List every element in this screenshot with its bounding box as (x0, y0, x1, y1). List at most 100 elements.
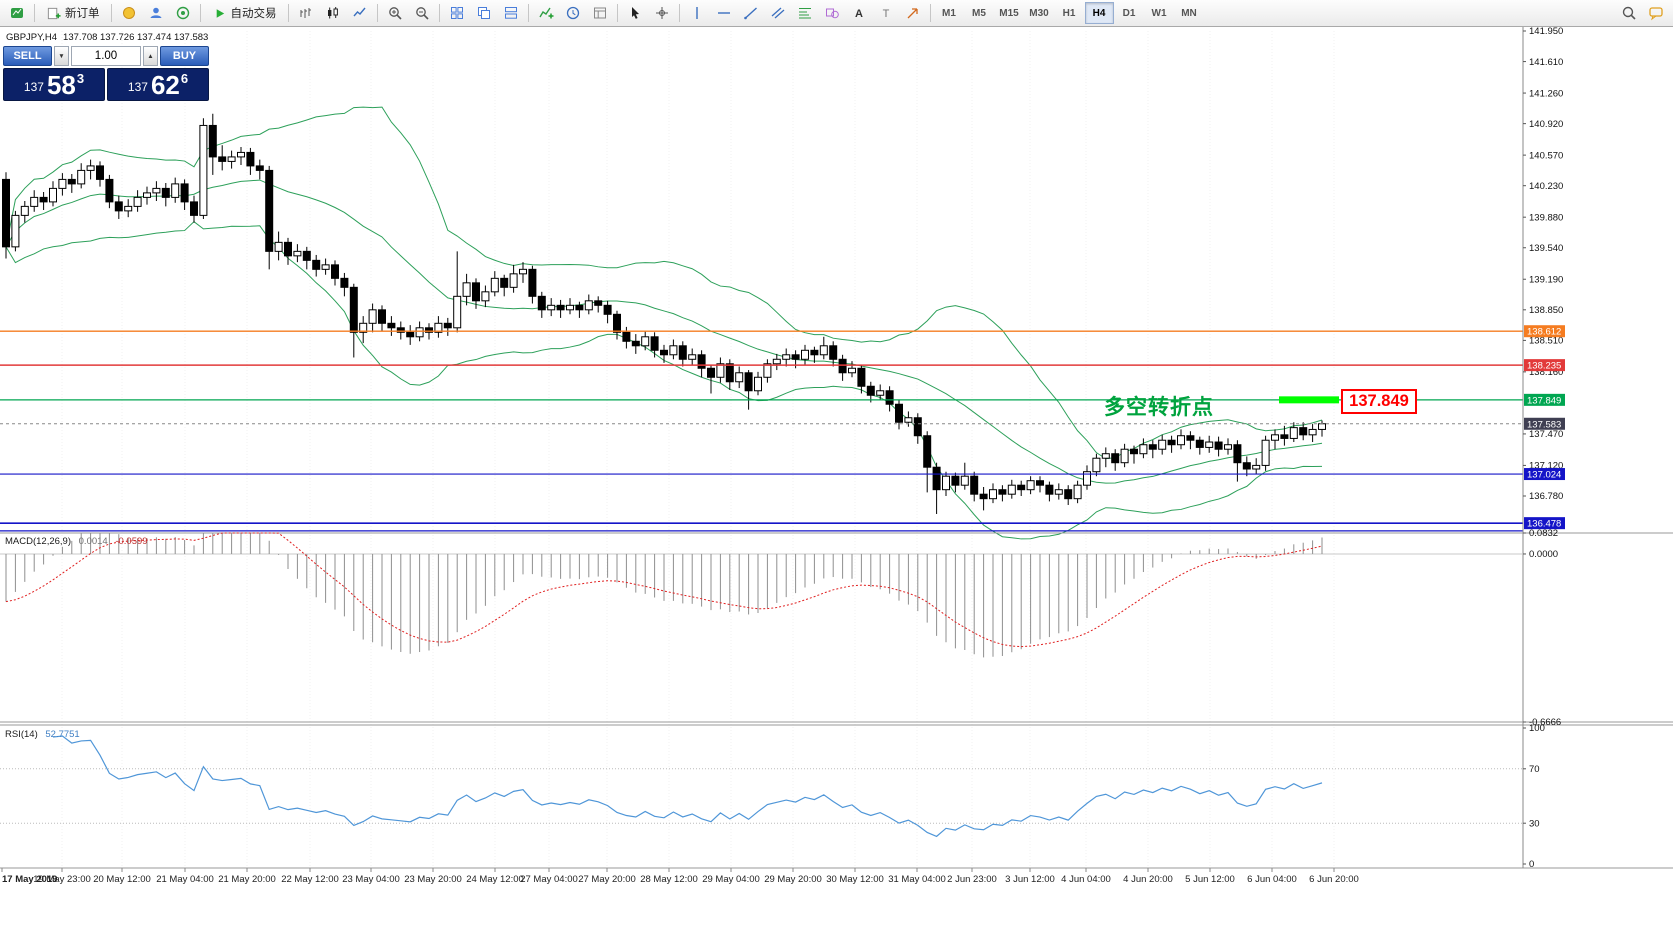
community-icon (150, 7, 161, 18)
trendline-icon[interactable] (738, 1, 764, 25)
volume-input[interactable] (71, 46, 141, 66)
shapes-icon (825, 8, 839, 19)
price-tick-label: 141.610 (1529, 57, 1563, 68)
sell-price-pip: 3 (76, 71, 85, 86)
text-icon: A (855, 8, 863, 20)
vline-icon[interactable] (684, 1, 710, 25)
timeframe-button-h1[interactable]: H1 (1062, 7, 1076, 19)
period-clock-icon[interactable] (560, 1, 586, 25)
price-axis[interactable]: 141.950 141.610 141.260 140.920 140.570 140.2… (1523, 27, 1565, 530)
gold-icon[interactable] (116, 1, 142, 25)
turning-point-annotation[interactable]: 多空转折点 (1104, 396, 1214, 419)
rsi-axis-label: 30 (1529, 818, 1540, 829)
new-order-icon (47, 7, 61, 19)
shapes-icon[interactable] (819, 1, 845, 25)
line-chart-icon[interactable] (347, 1, 373, 25)
sell-button[interactable]: SELL (3, 46, 52, 66)
candlestick-icon[interactable] (320, 1, 346, 25)
sell-price-main: 58 (46, 70, 76, 100)
bar-chart-icon[interactable] (293, 1, 319, 25)
timeframe-button-w1[interactable]: W1 (1151, 7, 1167, 19)
macd-value: 0.0014 (78, 536, 108, 547)
timeframe-button-m30[interactable]: M30 (1029, 7, 1049, 19)
arrows-icon[interactable] (900, 1, 926, 25)
sell-price-prefix: 137 (23, 80, 44, 94)
time-label: 23 May 04:00 (342, 874, 400, 885)
toolbar-separator (929, 4, 931, 22)
time-label: 6 Jun 04:00 (1247, 874, 1297, 885)
cascade-windows-icon[interactable] (471, 1, 497, 25)
rsi-indicator-label: RSI(14) 52.7751 (5, 729, 80, 740)
candlestick-icon (327, 7, 338, 19)
time-label: 4 Jun 20:00 (1123, 874, 1173, 885)
chat-icon (1649, 7, 1663, 21)
price-tag-138.612 (1524, 325, 1565, 338)
price-tag-137.849 (1524, 393, 1565, 406)
crosshair-icon[interactable] (649, 1, 675, 25)
buy-price-panel[interactable]: 137 62 6 (107, 68, 209, 101)
timeframe-button-d1[interactable]: D1 (1122, 7, 1136, 19)
ohlc-values: 137.708 137.726 137.474 137.583 (63, 32, 209, 43)
sell-price-panel[interactable]: 137 58 3 (3, 68, 105, 101)
time-label: 21 May 04:00 (156, 874, 214, 885)
indicators-icon[interactable] (533, 1, 559, 25)
zoom-out-icon (415, 7, 429, 20)
time-label: 22 May 12:00 (281, 874, 339, 885)
toolbar-separator (527, 4, 529, 22)
new-order-button[interactable]: 新订单 (39, 1, 107, 25)
price-tag-138.235 (1524, 359, 1565, 372)
community-icon[interactable] (143, 1, 169, 25)
turning-point-marker[interactable] (1279, 396, 1339, 404)
timeframe-button-mn[interactable]: MN (1181, 7, 1197, 19)
volume-increase-button[interactable]: ▲ (143, 46, 158, 66)
volume-decrease-button[interactable]: ▼ (54, 46, 69, 66)
time-label: 20 May 12:00 (93, 874, 151, 885)
time-label: 30 May 12:00 (826, 874, 884, 885)
timeframe-button-m15[interactable]: M15 (999, 7, 1019, 19)
toolbar-separator (287, 4, 289, 22)
logo-icon[interactable] (4, 1, 30, 25)
time-label: 21 May 20:00 (218, 874, 276, 885)
zoom-in-icon (388, 7, 402, 20)
market-icon[interactable] (170, 1, 196, 25)
timeframe-button-m5[interactable]: M5 (972, 7, 986, 19)
chart-window[interactable]: 141.950 141.610 141.260 140.920 140.570 140.2… (0, 27, 1673, 949)
hline-icon[interactable] (711, 1, 737, 25)
timeframe-button-m1[interactable]: M1 (942, 7, 956, 19)
channel-icon (771, 7, 784, 19)
arrange-windows-icon[interactable] (498, 1, 524, 25)
tile-windows-icon[interactable] (444, 1, 470, 25)
price-callout-box[interactable]: 137.849 (1341, 389, 1417, 414)
toolbar-right-group (1616, 1, 1669, 25)
toolbar-separator (199, 4, 201, 22)
price-tick-label: 140.570 (1529, 150, 1563, 161)
price-tick-label: 141.950 (1529, 27, 1563, 37)
label-icon[interactable]: T (873, 1, 899, 25)
fibonacci-icon[interactable] (792, 1, 818, 25)
new-order-button-label: 新订单 (65, 8, 100, 20)
macd-axis-label: 0.0000 (1529, 549, 1558, 560)
buy-button[interactable]: BUY (160, 46, 209, 66)
macd-axis-label: 0.0832 (1529, 528, 1558, 539)
text-icon[interactable]: A (846, 1, 872, 25)
search-icon[interactable] (1616, 1, 1642, 25)
chart-canvas[interactable]: 141.950 141.610 141.260 140.920 140.570 140.2… (0, 27, 1673, 949)
zoom-out-icon[interactable] (409, 1, 435, 25)
channel-icon[interactable] (765, 1, 791, 25)
fibonacci-icon (798, 8, 811, 19)
zoom-in-icon[interactable] (382, 1, 408, 25)
cursor-icon[interactable] (622, 1, 648, 25)
buy-price-pip: 6 (180, 71, 189, 86)
price-tag-label: 137.024 (1527, 470, 1561, 481)
candlesticks (2, 113, 1326, 514)
chat-icon[interactable] (1643, 1, 1669, 25)
label-icon: T (882, 8, 889, 20)
buy-price-prefix: 137 (127, 80, 148, 94)
toolbar-separator (110, 4, 112, 22)
symbol-period: GBPJPY,H4 (6, 32, 58, 43)
rsi-axis-label: 100 (1529, 723, 1545, 734)
timeframe-button-h4[interactable]: H4 (1084, 2, 1114, 24)
templates-icon[interactable] (587, 1, 613, 25)
autotrading-button[interactable]: 自动交易 (205, 1, 284, 25)
